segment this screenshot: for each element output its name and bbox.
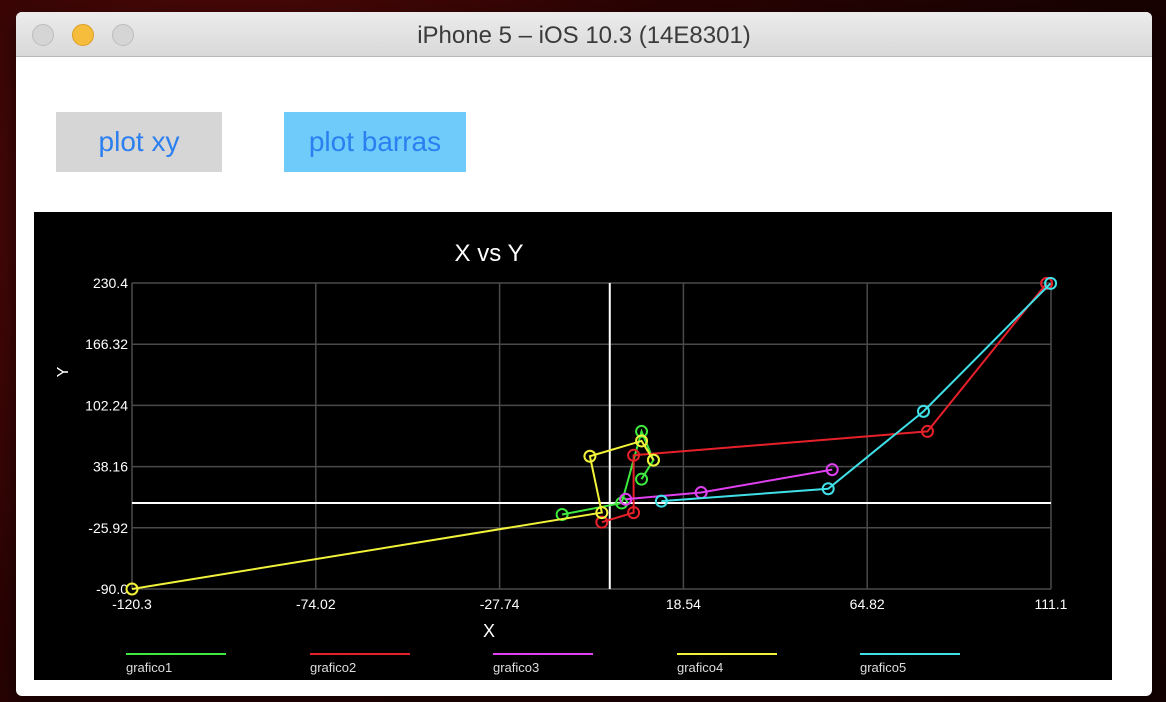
data-point-grafico3 <box>619 492 633 506</box>
data-point-grafico2 <box>595 515 609 529</box>
x-tick-label: 111.1 <box>1035 596 1068 612</box>
y-tick-label: 38.16 <box>93 459 128 475</box>
series-line-grafico2 <box>601 282 1048 524</box>
data-point-grafico4 <box>646 453 660 467</box>
data-point-grafico1 <box>615 496 629 510</box>
plot-xy-button[interactable]: plot xy <box>56 112 222 172</box>
data-point-grafico2 <box>627 448 641 462</box>
title-bar[interactable]: iPhone 5 – iOS 10.3 (14E8301) <box>16 12 1152 57</box>
simulator-window: iPhone 5 – iOS 10.3 (14E8301) plot xy pl… <box>16 12 1152 696</box>
data-point-grafico5 <box>821 482 835 496</box>
y-axis-label: Y <box>55 366 72 377</box>
chart-title: X vs Y <box>455 240 524 267</box>
window-title: iPhone 5 – iOS 10.3 (14E8301) <box>417 22 751 49</box>
y-tick-label: 230.4 <box>93 275 128 291</box>
data-point-grafico2 <box>920 424 934 438</box>
y-tick-label: 166.32 <box>85 336 128 352</box>
x-tick-label: 18.54 <box>666 596 701 612</box>
zoom-window-button[interactable] <box>112 24 134 46</box>
legend-label-grafico1: grafico1 <box>126 660 172 675</box>
series-line-grafico5 <box>661 282 1052 503</box>
x-tick-label: -74.02 <box>296 596 336 612</box>
legend-label-grafico3: grafico3 <box>493 660 539 675</box>
data-point-grafico5 <box>1044 276 1058 290</box>
x-axis-label: X <box>483 621 495 641</box>
legend-label-grafico4: grafico4 <box>677 660 723 675</box>
data-point-grafico5 <box>654 494 668 508</box>
data-point-grafico2 <box>627 506 641 520</box>
data-point-grafico4 <box>125 582 139 596</box>
y-tick-label: -90.0 <box>96 581 128 597</box>
x-tick-label: -120.3 <box>112 596 152 612</box>
y-tick-label: -25.92 <box>88 520 128 536</box>
y-tick-label: 102.24 <box>85 397 128 413</box>
data-point-grafico4 <box>583 449 597 463</box>
data-point-grafico5 <box>917 404 931 418</box>
data-point-grafico4 <box>595 506 609 520</box>
data-point-grafico4 <box>635 434 649 448</box>
series-line-grafico4 <box>131 439 655 590</box>
legend-label-grafico5: grafico5 <box>860 660 906 675</box>
data-point-grafico3 <box>825 463 839 477</box>
minimize-window-button[interactable] <box>72 24 94 46</box>
chart-panel: -120.3 -74.02 -27.74 18.54 64.82 111.1 -90.0 -2… <box>34 212 1112 680</box>
series-line-grafico3 <box>625 468 833 501</box>
legend-label-grafico2: grafico2 <box>310 660 356 675</box>
xy-chart: -120.3 -74.02 -27.74 18.54 64.82 111.1 -90.0 -2… <box>55 240 1068 675</box>
data-point-grafico1 <box>635 424 649 438</box>
data-point-grafico1 <box>635 472 649 486</box>
plot-barras-button[interactable]: plot barras <box>284 112 466 172</box>
x-tick-label: -27.74 <box>480 596 520 612</box>
data-point-grafico2 <box>1040 276 1054 290</box>
close-window-button[interactable] <box>32 24 54 46</box>
x-tick-label: 64.82 <box>850 596 885 612</box>
